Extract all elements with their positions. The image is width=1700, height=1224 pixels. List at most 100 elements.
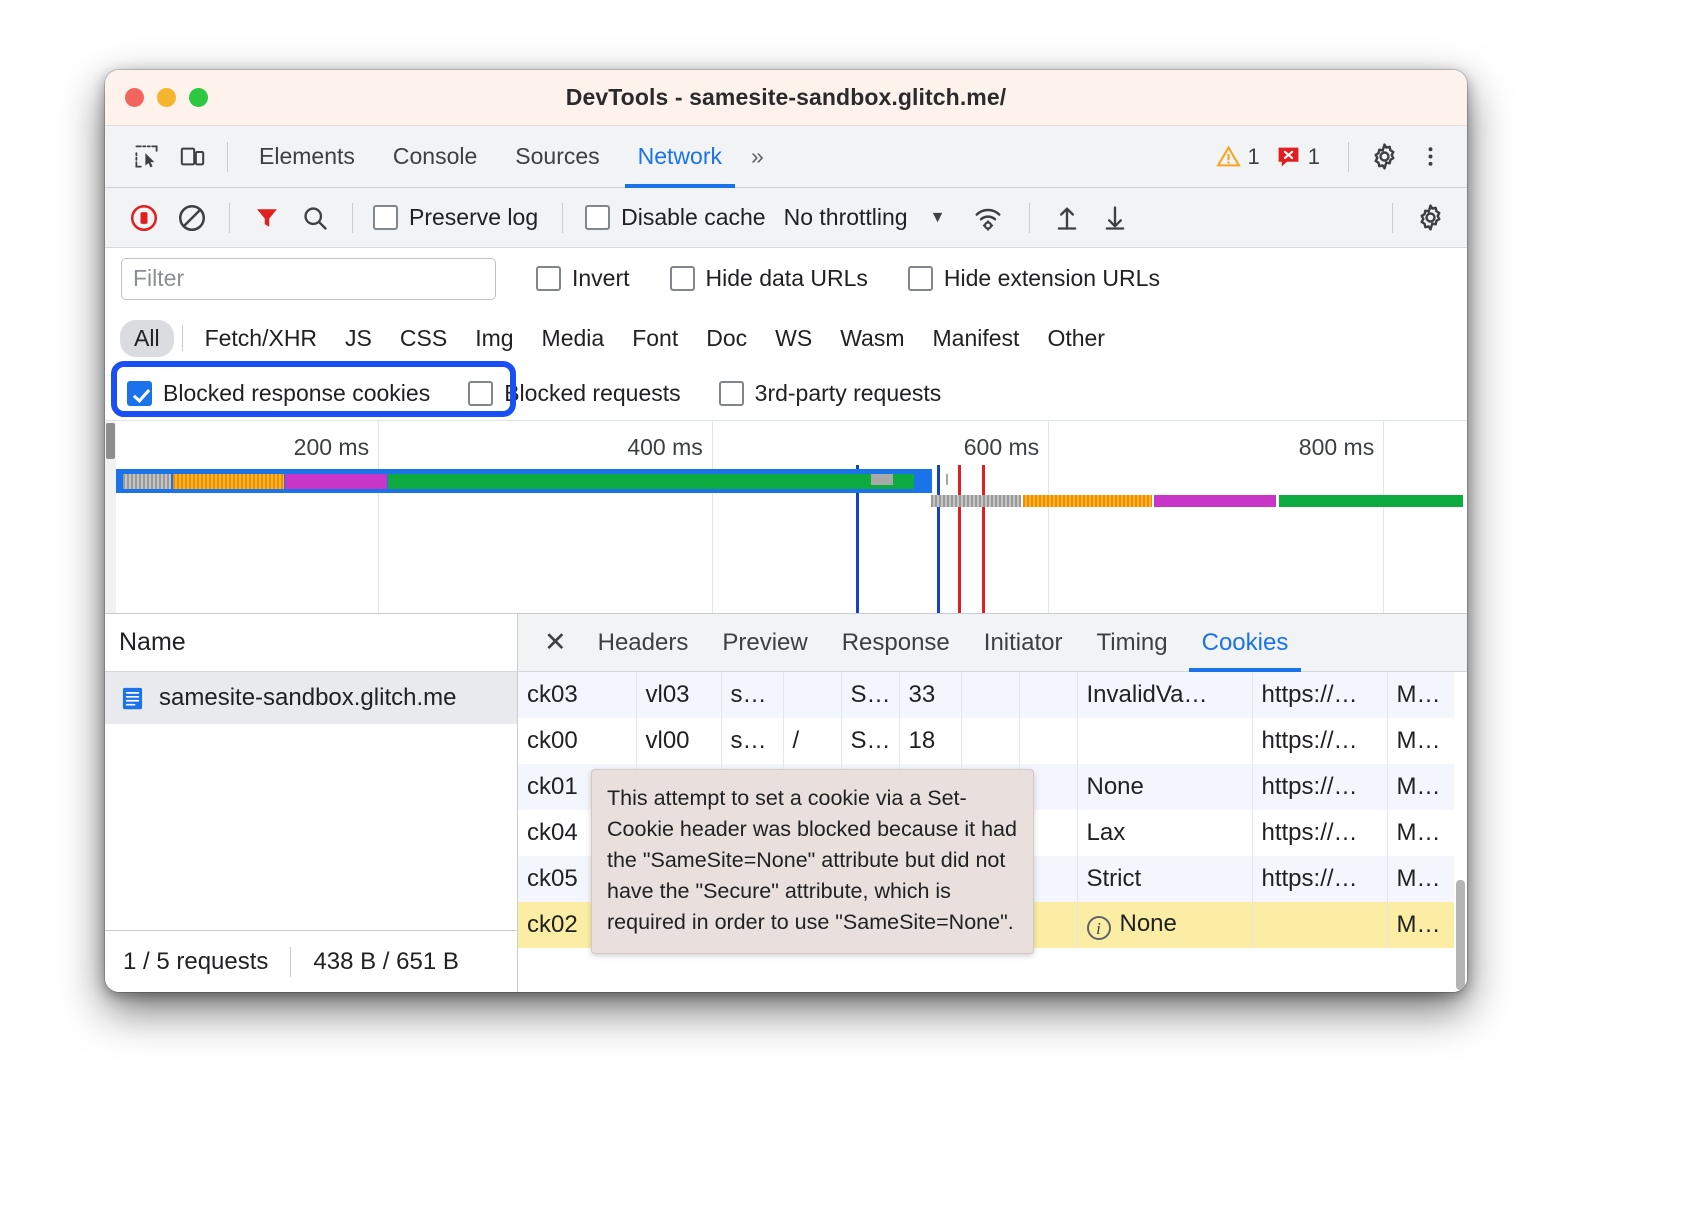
detail-tab-headers[interactable]: Headers — [597, 628, 689, 656]
more-tabs-chevron-icon[interactable]: » — [751, 143, 764, 169]
tab-elements[interactable]: Elements — [259, 143, 355, 169]
preserve-log-box[interactable] — [373, 205, 398, 230]
preserve-log-checkbox[interactable]: Preserve log — [373, 204, 538, 231]
request-list-column-header-name[interactable]: Name — [105, 614, 517, 672]
info-warning-icon[interactable]: i — [1086, 916, 1111, 940]
blocked-response-cookies-box[interactable] — [127, 380, 152, 406]
cookie-partition — [1252, 902, 1388, 948]
cookie-row[interactable]: ck03 vl03 s… S… 33 InvalidVa… https://… … — [518, 672, 1467, 718]
close-icon[interactable]: ✕ — [544, 627, 567, 657]
cookie-value: vl00 — [636, 718, 722, 764]
type-filter-wasm[interactable]: Wasm — [840, 324, 905, 351]
type-filter-ws[interactable]: WS — [775, 324, 813, 351]
invert-box[interactable] — [536, 266, 561, 291]
hide-data-urls-checkbox[interactable]: Hide data URLs — [669, 265, 868, 292]
type-filter-img[interactable]: Img — [475, 324, 514, 351]
devtools-window: DevTools - samesite-sandbox.glitch.me/ E… — [105, 70, 1467, 992]
close-window-button[interactable] — [125, 88, 144, 107]
kebab-menu-icon[interactable] — [1407, 134, 1453, 180]
blocked-response-cookies-checkbox[interactable]: Blocked response cookies — [127, 380, 430, 407]
overview-scrollbar[interactable] — [105, 421, 116, 613]
overview-scroll-thumb[interactable] — [106, 423, 115, 459]
cookie-priority: M… — [1387, 718, 1467, 764]
request-count: 1 / 5 requests — [123, 947, 269, 975]
network-overview[interactable]: 200 ms 400 ms 600 ms 800 ms 1000 ms — [105, 420, 1467, 613]
toolbar-divider-1 — [229, 202, 230, 233]
warning-count: 1 — [1247, 143, 1260, 169]
toolbar-divider-5 — [1392, 202, 1393, 233]
overview-gridline — [711, 421, 713, 613]
disable-cache-label: Disable cache — [621, 204, 766, 230]
filter-input[interactable] — [121, 257, 496, 300]
detail-tab-initiator[interactable]: Initiator — [983, 628, 1063, 656]
detail-tab-cookies[interactable]: Cookies — [1185, 614, 1306, 672]
detail-tab-response[interactable]: Response — [841, 628, 950, 656]
hide-extension-urls-label: Hide extension URLs — [943, 265, 1160, 291]
overview-waterfall-tick-small — [945, 474, 949, 485]
warning-triangle-icon — [1215, 145, 1241, 167]
type-filter-font[interactable]: Font — [632, 324, 679, 351]
wifi-settings-icon[interactable] — [965, 195, 1011, 241]
blocked-requests-checkbox[interactable]: Blocked requests — [468, 380, 681, 407]
type-filter-all[interactable]: All — [120, 319, 174, 357]
inspect-element-icon[interactable] — [123, 134, 169, 180]
third-party-requests-checkbox[interactable]: 3rd-party requests — [718, 380, 941, 407]
type-filter-other[interactable]: Other — [1047, 324, 1105, 351]
overview-tick-600: 600 ms — [963, 434, 1040, 460]
error-counter[interactable]: 1 — [1276, 144, 1320, 170]
cookies-table-wrap: ck03 vl03 s… S… 33 InvalidVa… https://… … — [518, 672, 1467, 992]
chevron-down-icon[interactable]: ▼ — [929, 208, 946, 226]
invert-checkbox[interactable]: Invert — [536, 265, 630, 292]
upload-har-icon[interactable] — [1044, 195, 1090, 241]
type-filter-css[interactable]: CSS — [399, 324, 448, 351]
tab-console[interactable]: Console — [392, 143, 478, 169]
blocked-requests-box[interactable] — [468, 380, 494, 406]
detail-tab-timing[interactable]: Timing — [1096, 628, 1168, 656]
hide-extension-urls-checkbox[interactable]: Hide extension URLs — [907, 265, 1160, 292]
cookie-size: 18 — [899, 718, 962, 764]
cookie-samesite: Lax — [1077, 810, 1253, 856]
network-settings-gear-icon[interactable] — [1407, 195, 1453, 241]
record-stop-icon[interactable] — [121, 195, 167, 241]
type-filter-manifest[interactable]: Manifest — [932, 324, 1020, 351]
toolbar-divider-4 — [1029, 202, 1031, 233]
device-toolbar-icon[interactable] — [169, 134, 215, 180]
detail-tab-preview[interactable]: Preview — [722, 628, 808, 656]
minimize-window-button[interactable] — [157, 88, 176, 107]
disable-cache-box[interactable] — [585, 205, 611, 230]
network-status-bar: 1 / 5 requests 438 B / 651 B — [105, 930, 517, 992]
preserve-log-label: Preserve log — [409, 204, 539, 230]
request-list-row[interactable]: samesite-sandbox.glitch.me — [105, 672, 517, 724]
download-har-icon[interactable] — [1092, 195, 1138, 241]
cookie-row[interactable]: ck00 vl00 s… / S… 18 https://… M… — [518, 718, 1467, 764]
blocked-cookie-tooltip: This attempt to set a cookie via a Set-C… — [591, 769, 1034, 954]
type-filter-media[interactable]: Media — [541, 324, 605, 351]
filter-funnel-icon[interactable] — [244, 195, 290, 241]
third-party-requests-box[interactable] — [718, 380, 744, 406]
blocked-response-cookies-label: Blocked response cookies — [163, 379, 431, 406]
devtools-tabbar: Elements Console Sources Network » 1 1 — [105, 126, 1467, 188]
cookie-samesite-warning[interactable]: i None — [1077, 902, 1253, 948]
tab-sources[interactable]: Sources — [515, 143, 600, 169]
hide-extension-urls-box[interactable] — [907, 266, 933, 291]
hide-data-urls-box[interactable] — [669, 266, 695, 291]
cookie-expires: S… — [841, 718, 900, 764]
throttling-select[interactable]: No throttling — [783, 204, 908, 230]
warning-counter[interactable]: 1 — [1215, 143, 1260, 170]
detail-tabbar: ✕ Headers Preview Response Initiator Tim… — [518, 614, 1467, 672]
clear-icon[interactable] — [169, 195, 215, 241]
type-filter-fetch-xhr[interactable]: Fetch/XHR — [204, 324, 318, 351]
overview-seg-request — [173, 474, 285, 489]
cookies-table-scroll-thumb[interactable] — [1456, 880, 1465, 990]
tab-network[interactable]: Network — [619, 126, 741, 188]
type-filter-doc[interactable]: Doc — [706, 324, 748, 351]
filter-row: Invert Hide data URLs Hide extension URL… — [105, 248, 1467, 310]
type-filter-js[interactable]: JS — [345, 324, 372, 351]
cookies-table-scrollbar[interactable] — [1454, 672, 1467, 992]
cookie-partition: https://… — [1252, 764, 1388, 810]
cookie-samesite: InvalidVa… — [1077, 672, 1253, 718]
search-icon[interactable] — [292, 195, 338, 241]
zoom-window-button[interactable] — [189, 88, 208, 107]
gear-icon[interactable] — [1361, 134, 1407, 180]
disable-cache-checkbox[interactable]: Disable cache — [585, 204, 766, 231]
